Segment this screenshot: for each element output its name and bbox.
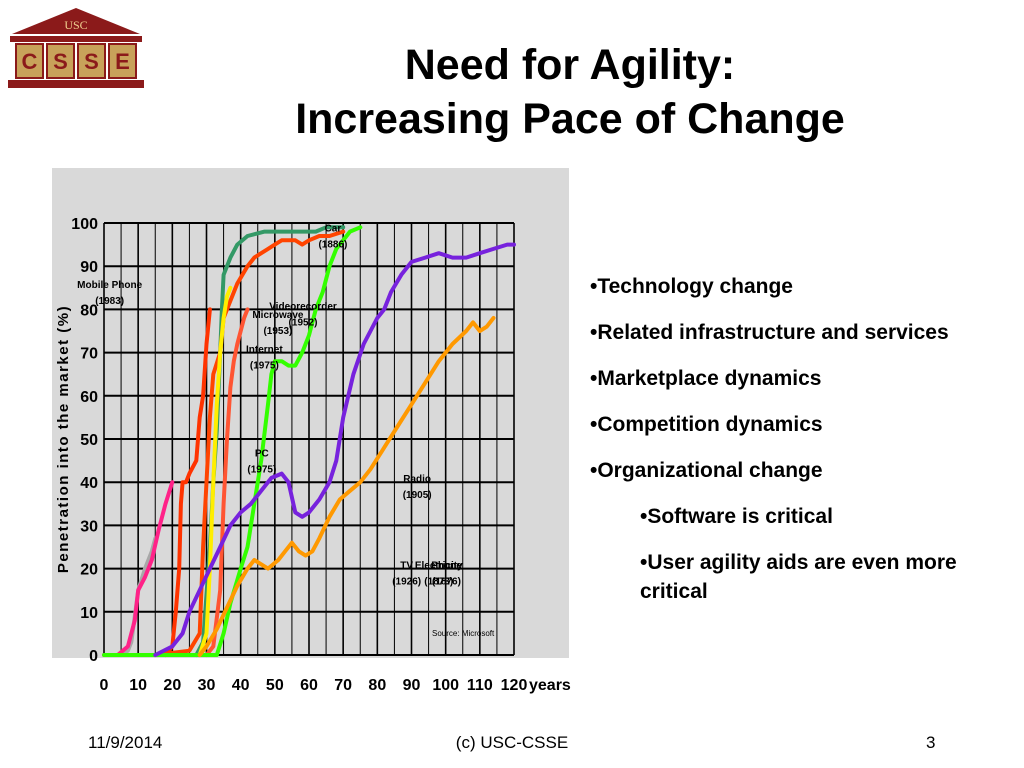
bullet-item: •Software is critical: [640, 505, 833, 528]
series-line: [153, 242, 516, 657]
slide-title-line2: Increasing Pace of Change: [295, 95, 845, 143]
logo-letter-box: [46, 43, 75, 79]
y-tick-label: 30: [80, 518, 98, 535]
x-tick-label: 10: [129, 677, 147, 694]
logo-letter-box: [108, 43, 137, 79]
y-tick-label: 60: [80, 389, 98, 406]
y-tick-label: 90: [80, 259, 98, 276]
x-tick-label: 60: [300, 677, 318, 694]
logo-usc-text: USC: [64, 18, 87, 32]
footer-date: 11/9/2014: [88, 733, 163, 752]
series-annotation: PC: [255, 448, 269, 459]
logo-letter-box: [77, 43, 106, 79]
bullet-item: •User agility aids are even more critica…: [640, 551, 957, 603]
series-annotation: Internet: [246, 345, 283, 356]
bullet-item: •Technology change: [590, 275, 793, 298]
logo-letter: E: [115, 49, 130, 74]
footer-copyright: (c) USC-CSSE: [455, 733, 569, 752]
series-annotation: Mobile Phone: [77, 280, 142, 291]
series-annotation: (1975): [250, 361, 279, 372]
y-tick-label: 10: [80, 605, 98, 622]
logo-roof: [12, 8, 140, 34]
series-annotation: (1873): [424, 577, 453, 588]
series-annotation: TV: [400, 561, 413, 572]
slide-title: Need for Agility: Increasing Pace of Cha…: [200, 38, 940, 146]
chart-svg: TV (1926) Electricity (1873) Phone (1876) Micr…: [52, 168, 571, 694]
series-annotation: Car: [325, 224, 342, 235]
penetration-chart: TV (1926) Electricity (1873) Phone (1876) Micr…: [52, 168, 572, 698]
series-line: [197, 316, 496, 657]
y-tick-label: 40: [80, 475, 98, 492]
series-annotation: (1952): [289, 317, 318, 328]
series-line: [102, 225, 363, 657]
x-tick-label: 90: [403, 677, 421, 694]
bullet-item: •Related infrastructure and services: [590, 321, 949, 344]
logo-base-bottom: [8, 80, 144, 88]
series-annotation: (1975): [247, 464, 276, 475]
series-annotation: Radio: [403, 474, 431, 485]
series-annotation: Electricity: [415, 561, 463, 572]
page-number: 3: [926, 733, 936, 752]
logo-base-top: [10, 36, 142, 42]
bullet-item: •Organizational change: [590, 459, 823, 482]
bullet-item: •Competition dynamics: [590, 413, 823, 436]
slide-title-line1: Need for Agility:: [404, 41, 736, 89]
y-tick-label: 20: [80, 562, 98, 579]
logo-letter-box: [15, 43, 44, 79]
y-tick-label: 0: [89, 648, 98, 665]
x-tick-label: 20: [163, 677, 181, 694]
logo-letter: S: [84, 49, 99, 74]
y-tick-label: 80: [80, 302, 98, 319]
series-annotation: (1876): [432, 577, 461, 588]
series-line: [204, 307, 250, 657]
y-tick-label: 50: [80, 432, 98, 449]
x-axis-label: years: [529, 677, 571, 694]
bullet-list: •Technology change •Related infrastructur…: [590, 272, 1000, 623]
source-note: Source: Microsoft: [432, 629, 495, 638]
series-annotation: (1905): [403, 490, 432, 501]
series-annotation: Microwave: [252, 310, 304, 321]
x-tick-label: 50: [266, 677, 284, 694]
series-line: [197, 285, 233, 657]
y-axis-label: Penetration into the market (%): [55, 305, 72, 573]
y-tick-label: 100: [71, 216, 98, 233]
series-annotation: Videorecorder: [269, 301, 337, 312]
series-annotation: (1983): [95, 296, 124, 307]
logo-letter: S: [53, 49, 68, 74]
logo-letter: C: [22, 49, 38, 74]
series-annotation: (1953): [263, 326, 292, 337]
series-line: [102, 480, 175, 657]
series-annotation: Phone: [431, 561, 462, 572]
x-tick-label: 120: [501, 677, 528, 694]
x-tick-label: 70: [334, 677, 352, 694]
x-tick-label: 0: [100, 677, 109, 694]
y-tick-label: 70: [80, 346, 98, 363]
series-annotation: (1886): [318, 240, 347, 251]
series-line: [163, 307, 212, 657]
x-tick-label: 40: [232, 677, 250, 694]
bullet-item: •Marketplace dynamics: [590, 367, 822, 390]
x-tick-label: 80: [368, 677, 386, 694]
x-tick-label: 30: [198, 677, 216, 694]
x-tick-label: 100: [432, 677, 459, 694]
series-line: [153, 229, 346, 657]
x-tick-label: 110: [467, 677, 493, 694]
series-annotation: (1926): [392, 577, 421, 588]
